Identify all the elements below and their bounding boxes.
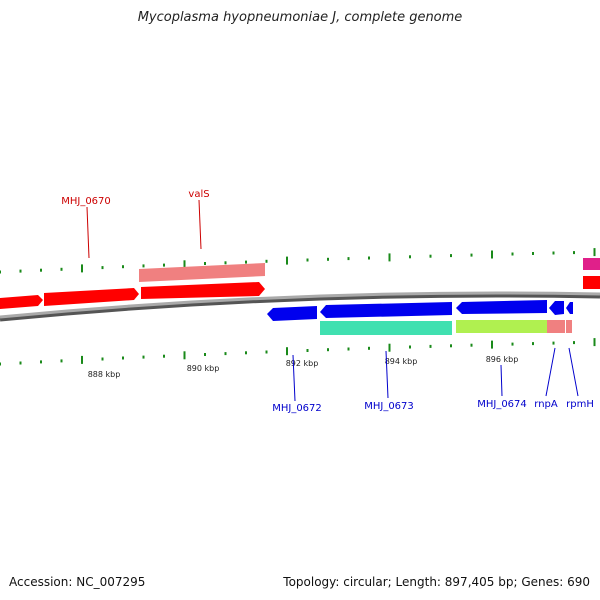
genome-summary-text: Topology: circular; Length: 897,405 bp; …: [283, 575, 590, 589]
reverse-strand: [267, 300, 573, 335]
gene-label-rpmH[interactable]: rpmH: [566, 399, 594, 410]
scale-label-888: 888 kbp: [88, 370, 121, 379]
gene-arrow-MHJ_0673[interactable]: [320, 302, 452, 318]
gene-label-rnpA[interactable]: rnpA: [534, 399, 558, 410]
scale-label-896: 896 kbp: [486, 355, 519, 364]
gene-arrow-valS[interactable]: [141, 282, 265, 299]
genome-backbone-shadow: [0, 292, 600, 322]
genome-backbone: [0, 291, 600, 319]
gene-arrow-forward[interactable]: [0, 295, 43, 309]
gene-label-MHJ_0674[interactable]: MHJ_0674: [477, 399, 527, 410]
feature-green-MHJ_0674[interactable]: [456, 320, 547, 333]
reverse-gene-labels: MHJ_0672 MHJ_0673 MHJ_0674 rnpA rpmH: [272, 347, 594, 414]
gene-arrow-rpmH[interactable]: [566, 302, 573, 314]
gene-arrow-MHJ_0674[interactable]: [456, 300, 547, 314]
scale-label-892: 892 kbp: [286, 359, 319, 368]
forward-gene-labels: MHJ_0670 valS: [61, 189, 210, 259]
inner-tick-ring: [0, 338, 596, 366]
gene-block-magenta[interactable]: [583, 258, 600, 270]
feature-teal-MHJ_0673[interactable]: [320, 321, 452, 335]
scale-label-890: 890 kbp: [187, 364, 220, 373]
gene-arrow-MHJ_0672[interactable]: [267, 306, 317, 321]
scale-label-894: 894 kbp: [385, 357, 418, 366]
feature-pink-rpmH[interactable]: [566, 320, 572, 333]
forward-strand: [0, 258, 600, 309]
gene-label-valS[interactable]: valS: [188, 189, 209, 200]
gene-block-red-right[interactable]: [583, 276, 600, 289]
feature-pink-rnpA[interactable]: [547, 320, 565, 333]
rna-arrow-valS[interactable]: [139, 263, 265, 282]
gene-label-MHJ_0673[interactable]: MHJ_0673: [364, 401, 414, 412]
gene-label-MHJ_0670[interactable]: MHJ_0670: [61, 196, 111, 207]
gene-arrow-rnpA[interactable]: [549, 301, 564, 315]
outer-tick-ring: [0, 248, 596, 274]
accession-text: Accession: NC_007295: [9, 575, 146, 589]
gene-label-MHJ_0672[interactable]: MHJ_0672: [272, 403, 322, 414]
scale-labels: 888 kbp 890 kbp 892 kbp 894 kbp 896 kbp: [88, 355, 519, 379]
gene-arrow-MHJ_0670[interactable]: [44, 288, 139, 306]
figure-title: Mycoplasma hyopneumoniae J, complete gen…: [137, 10, 463, 25]
